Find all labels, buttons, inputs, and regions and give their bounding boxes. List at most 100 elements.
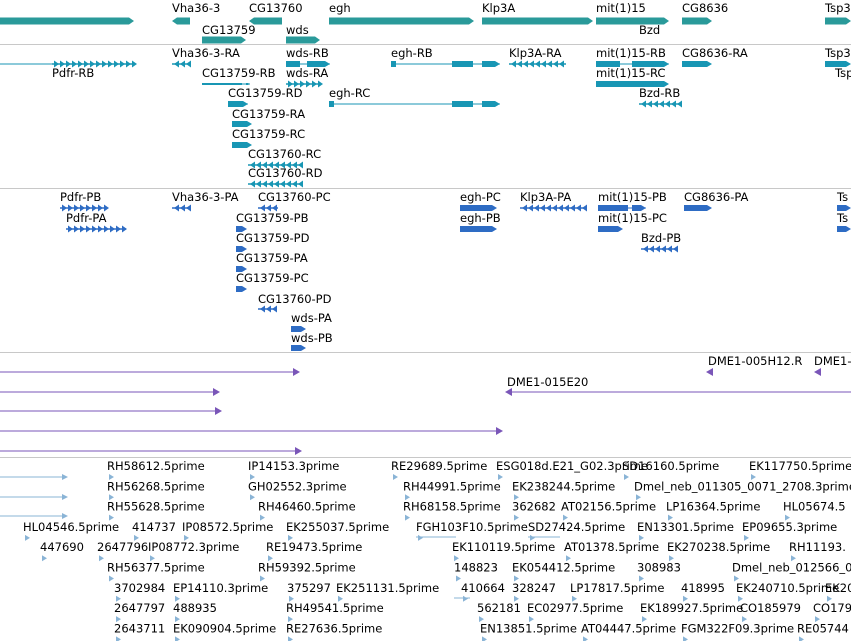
exon-block[interactable] [246,83,250,85]
transcript-CG13760-RD[interactable] [248,180,303,188]
est-feature[interactable] [288,636,293,641]
exon-arrow[interactable] [300,80,305,88]
exon-arrow[interactable] [528,204,533,212]
exon-arrow[interactable] [250,180,255,188]
exon-arrow[interactable] [92,204,97,212]
exon-arrow[interactable] [116,225,121,233]
exon-arrow[interactable] [280,180,285,188]
protein-mit15-PB[interactable] [598,205,646,211]
protein-Pdfr-PB[interactable] [60,204,109,212]
exon-block[interactable] [598,205,628,211]
est-feature[interactable] [514,514,519,521]
exon-arrow[interactable] [535,60,540,68]
exon-arrow[interactable] [66,60,71,68]
exon-arrow[interactable] [312,80,317,88]
exon-arrow[interactable] [294,80,299,88]
transcript-CG13759-RD[interactable] [228,101,248,107]
exon-arrow[interactable] [272,204,277,212]
est-feature[interactable] [572,595,577,602]
gene-model[interactable] [0,17,134,25]
exon-arrow[interactable] [552,204,557,212]
exon-arrow[interactable] [186,204,191,212]
exon-arrow[interactable] [286,180,291,188]
exon-arrow[interactable] [180,60,185,68]
protein-Vha36-3-PA[interactable] [172,204,191,212]
est-feature[interactable] [116,616,121,623]
exon-arrow[interactable] [90,60,95,68]
exon-arrow[interactable] [582,204,587,212]
exon-arrow[interactable] [649,245,654,253]
exon-arrow[interactable] [98,225,103,233]
exon-arrow[interactable] [564,204,569,212]
est-feature[interactable] [683,595,688,602]
gene-model[interactable] [202,36,246,44]
exon-arrow[interactable] [523,60,528,68]
exon-arrow[interactable] [558,204,563,212]
est-feature[interactable] [738,595,743,602]
est-feature[interactable] [642,616,647,623]
protein-egh-PC[interactable] [460,205,497,211]
exon-block[interactable] [632,61,669,67]
transcript-CG13760-RC[interactable] [248,161,303,169]
exon-arrow[interactable] [120,60,125,68]
exon-block[interactable] [329,101,334,107]
est-feature[interactable] [514,494,519,501]
protein-Ts-2[interactable] [837,226,851,232]
exon-arrow[interactable] [559,60,564,68]
est-feature[interactable] [175,636,180,641]
est-feature[interactable] [288,534,293,541]
est-feature[interactable] [250,494,255,501]
exon-arrow[interactable] [104,225,109,233]
exon-arrow[interactable] [529,60,534,68]
est-feature[interactable] [150,555,155,562]
exon-block[interactable] [596,61,620,67]
est-feature[interactable] [116,636,121,641]
exon-arrow[interactable] [677,100,682,108]
gene-model[interactable] [596,17,669,25]
est-feature[interactable] [744,534,749,541]
est-feature[interactable] [639,575,644,582]
est-feature[interactable] [799,636,804,641]
exon-arrow[interactable] [186,60,191,68]
exon-block[interactable] [482,101,500,107]
exon-arrow[interactable] [80,225,85,233]
est-feature[interactable] [175,616,180,623]
exon-arrow[interactable] [62,204,67,212]
transcript-CG13759-RB[interactable] [202,83,250,85]
est-feature[interactable] [260,575,265,582]
exon-arrow[interactable] [72,60,77,68]
est-feature[interactable] [42,555,47,562]
est-feature[interactable] [25,534,30,541]
est-feature[interactable] [785,514,790,521]
transcript-wds-RB[interactable] [286,61,330,67]
exon-arrow[interactable] [260,305,265,313]
est-feature[interactable] [815,616,820,623]
exon-arrow[interactable] [68,225,73,233]
est-feature[interactable] [405,494,410,501]
transcript-Bzd-RB[interactable] [639,100,682,108]
est-feature[interactable] [268,555,273,562]
transcript-Klp3A-RA[interactable] [509,60,566,68]
est-feature[interactable] [498,474,503,480]
protein-CG8636-PA[interactable] [684,205,712,211]
exon-arrow[interactable] [54,60,59,68]
est-feature[interactable] [393,474,398,480]
est-feature[interactable] [109,494,114,501]
exon-arrow[interactable] [570,204,575,212]
transcript-egh-RC[interactable] [329,101,500,107]
protein-egh-PB[interactable] [460,226,497,232]
est-feature[interactable] [62,513,68,519]
est-feature[interactable] [583,636,588,641]
exon-arrow[interactable] [84,60,89,68]
exon-block[interactable] [391,61,396,67]
transcript-egh-RB[interactable] [391,61,500,67]
exon-block[interactable] [286,61,300,67]
protein-CG13760-PC[interactable] [258,204,278,212]
transcript-CG8636-RA[interactable] [682,61,712,67]
exon-arrow[interactable] [122,225,127,233]
exon-arrow[interactable] [86,204,91,212]
exon-arrow[interactable] [576,204,581,212]
est-feature[interactable] [668,514,673,521]
exon-arrow[interactable] [102,60,107,68]
